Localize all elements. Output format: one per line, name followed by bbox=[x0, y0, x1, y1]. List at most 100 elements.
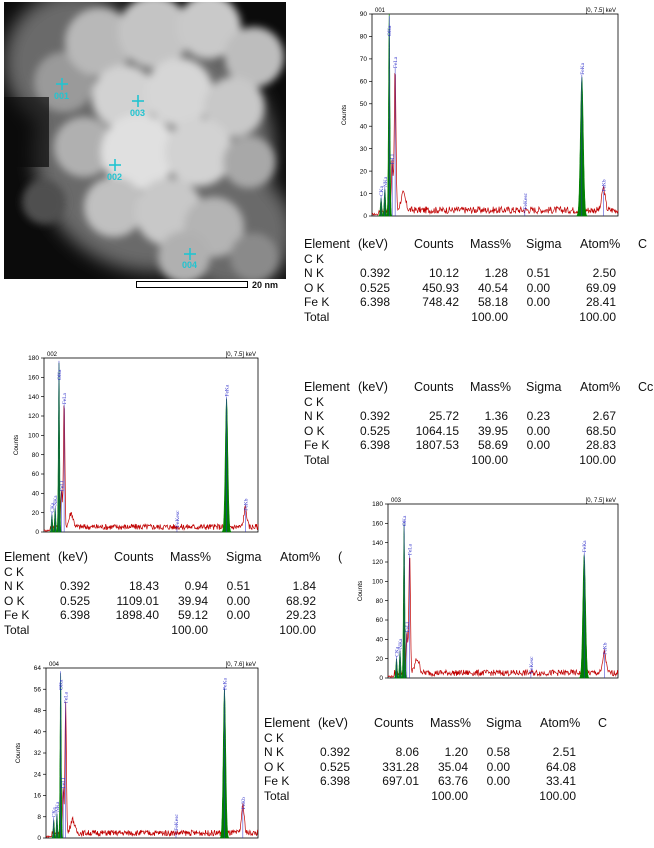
peak-label: FeKb bbox=[602, 179, 608, 191]
table-cell: 0.392 bbox=[59, 579, 90, 593]
table-cell: Fe K bbox=[264, 774, 290, 788]
plot-frame bbox=[371, 13, 619, 217]
table-cell: 0.58 bbox=[486, 745, 510, 759]
table-cell: N K bbox=[4, 579, 25, 593]
table-cell: 1064.15 bbox=[415, 423, 459, 438]
table-cell: 2.67 bbox=[592, 409, 616, 423]
table-cell: Total bbox=[304, 309, 330, 324]
spectrum-id: 001 bbox=[375, 8, 386, 14]
table-cell: 100.00 bbox=[471, 452, 508, 467]
table-cell: 40.54 bbox=[477, 280, 508, 295]
table-cell: 29.23 bbox=[285, 608, 316, 622]
y-axis-label: Counts bbox=[357, 580, 364, 601]
table-cell: 69.09 bbox=[585, 280, 616, 295]
table-cell: 35.04 bbox=[437, 759, 468, 774]
table-header-cell: Mass% bbox=[170, 550, 211, 564]
y-tick-label: 60 bbox=[32, 471, 40, 478]
point-marker-002: 002 bbox=[107, 159, 122, 182]
table-header-cell: Counts bbox=[414, 380, 454, 394]
peak-label: FeLa bbox=[64, 691, 70, 703]
table-cell: 100.00 bbox=[471, 309, 508, 324]
table-cell: 68.50 bbox=[585, 423, 616, 438]
table-cell: 0.51 bbox=[226, 579, 250, 593]
point-label-003: 003 bbox=[130, 108, 145, 118]
peak-label: FeLl bbox=[405, 622, 411, 633]
peak-label: FeKa bbox=[580, 62, 586, 74]
y-tick-label: 32 bbox=[34, 750, 42, 757]
analysis-point-markers: 001 002 003 004 bbox=[54, 78, 197, 270]
energy-range-label: [0, 7.5] keV bbox=[586, 498, 616, 504]
y-tick-label: 16 bbox=[34, 793, 42, 800]
y-tick-label: 80 bbox=[32, 452, 40, 459]
table-cell: 100.00 bbox=[279, 622, 316, 637]
table-cell: 33.41 bbox=[545, 774, 576, 788]
table-cell: Total bbox=[304, 452, 330, 467]
peak-label: OKa bbox=[387, 25, 393, 36]
y-tick-label: 80 bbox=[376, 598, 384, 605]
y-tick-label: 10 bbox=[360, 191, 368, 198]
y-tick-label: 20 bbox=[360, 168, 368, 175]
table-header-cell: (keV) bbox=[358, 237, 388, 251]
table-cell: 100.00 bbox=[431, 788, 468, 803]
table-cell: 0.392 bbox=[319, 745, 350, 759]
table-cell: 6.398 bbox=[359, 438, 390, 452]
table-cell: 1.36 bbox=[484, 409, 508, 423]
spectrum-003-chart: 003 [0, 7.5] keV 0 20 40 60 80 100 120 140 160 180 C… bbox=[348, 494, 624, 684]
table-cell: 0.51 bbox=[526, 266, 550, 280]
plot-frame bbox=[387, 503, 619, 679]
y-tick-label: 24 bbox=[34, 771, 42, 778]
table-cell: 10.12 bbox=[428, 266, 459, 280]
table-header-cell: C bbox=[598, 716, 608, 730]
table-cell: Fe K bbox=[304, 295, 330, 309]
y-tick-label: 40 bbox=[34, 729, 42, 736]
peak-label: NKa bbox=[398, 638, 404, 649]
table-cell: 2.50 bbox=[592, 266, 616, 280]
peak-label: FeKb bbox=[241, 797, 247, 809]
table-header-cell: Atom% bbox=[280, 550, 321, 564]
table-cell: 100.00 bbox=[171, 622, 208, 637]
table-cell: Total bbox=[4, 622, 30, 637]
table-cell: 0.00 bbox=[226, 608, 250, 622]
table-cell: 6.398 bbox=[59, 608, 90, 622]
peak-label: OKa bbox=[59, 679, 65, 690]
table-header-cell: Counts bbox=[114, 550, 154, 564]
table-cell: 1.28 bbox=[484, 266, 508, 280]
table-cell: 1109.01 bbox=[116, 593, 160, 608]
y-tick-label: 50 bbox=[360, 101, 368, 108]
spectrum-id: 003 bbox=[391, 498, 402, 504]
table-cell: 39.94 bbox=[177, 593, 208, 608]
point-label-001: 001 bbox=[54, 91, 69, 101]
y-tick-label: 20 bbox=[376, 656, 384, 663]
table-cell: 0.23 bbox=[526, 409, 550, 423]
spectrum-trace bbox=[371, 72, 619, 216]
peak-label: CKa bbox=[50, 502, 56, 513]
table-cell: N K bbox=[264, 745, 285, 759]
table-cell: 6.398 bbox=[359, 295, 390, 309]
table-cell: 63.76 bbox=[437, 774, 468, 788]
table-cell: 0.00 bbox=[526, 423, 550, 438]
table-header-cell: Counts bbox=[414, 237, 454, 251]
table-cell: 1.20 bbox=[444, 745, 468, 759]
table-header-cell: Cc bbox=[638, 380, 654, 394]
peak-label: FeKesc bbox=[529, 656, 535, 673]
peak-label: CKa bbox=[52, 807, 58, 818]
y-tick-label: 120 bbox=[28, 413, 39, 420]
table-header-cell: Sigma bbox=[526, 237, 562, 251]
table-cell: 0.392 bbox=[359, 266, 390, 280]
table-header-cell: Mass% bbox=[470, 380, 511, 394]
y-tick-label: 48 bbox=[34, 708, 42, 715]
peak-label: FeKb bbox=[602, 642, 608, 654]
y-tick-label: 80 bbox=[360, 34, 368, 41]
table-header-cell: Mass% bbox=[430, 716, 471, 730]
table-header-cell: Mass% bbox=[470, 237, 511, 251]
table-cell: 748.42 bbox=[422, 295, 459, 309]
y-tick-label: 100 bbox=[28, 433, 39, 440]
table-header-cell: Element bbox=[4, 550, 50, 564]
table-cell: 450.93 bbox=[422, 280, 459, 295]
peak-label: FeKesc bbox=[175, 510, 181, 527]
table-cell: C K bbox=[4, 564, 25, 579]
peak-label: OKa bbox=[57, 369, 63, 380]
table-header-cell: (keV) bbox=[318, 716, 348, 730]
table-cell: O K bbox=[4, 593, 25, 608]
table-cell: 0.00 bbox=[526, 295, 550, 309]
